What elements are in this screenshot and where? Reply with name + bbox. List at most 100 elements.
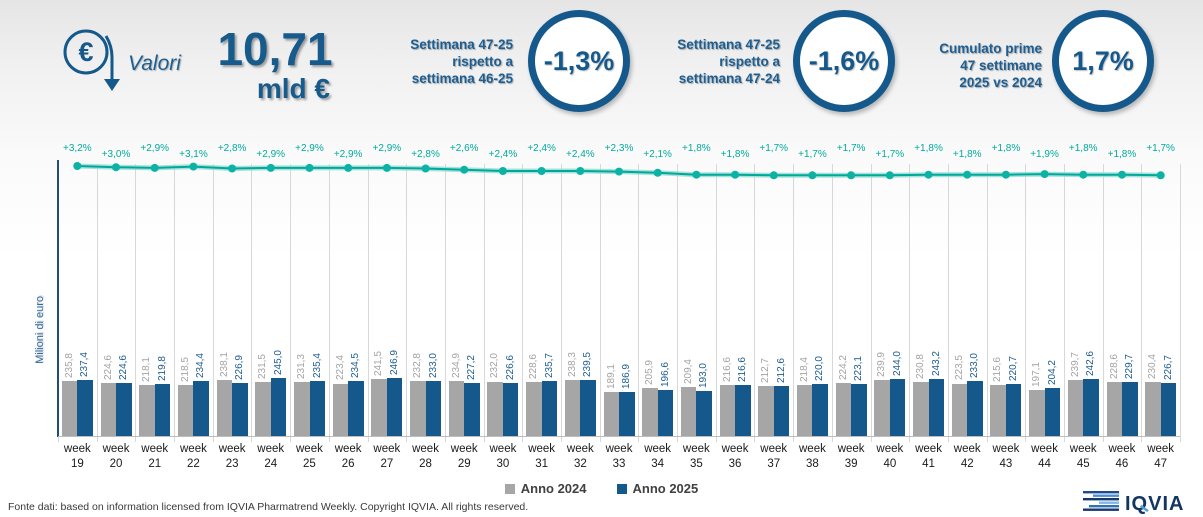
bar-value-anno-2024: 218,5 xyxy=(179,356,191,382)
gridline xyxy=(483,164,485,442)
line-marker xyxy=(692,170,701,179)
line-pct-label: +2,9% xyxy=(333,149,363,160)
y-axis-line xyxy=(57,160,59,437)
bar-value-anno-2024: 231,5 xyxy=(257,353,269,379)
gridline xyxy=(444,164,446,442)
bar-value-anno-2025: 226,6 xyxy=(504,354,516,380)
bar-value-anno-2024: 205,9 xyxy=(644,359,656,385)
bar-anno-2025 xyxy=(928,378,944,436)
x-axis-week-label: week 36 xyxy=(721,443,749,470)
bar-value-anno-2024: 238,1 xyxy=(218,351,230,377)
line-pct-label: +2,9% xyxy=(372,143,402,154)
bar-value-anno-2025: 226,7 xyxy=(1162,354,1174,380)
bar-anno-2024 xyxy=(1145,381,1161,436)
bar-value-anno-2024: 216,6 xyxy=(721,357,733,383)
bar-value-anno-2024: 228,6 xyxy=(1108,354,1120,380)
x-axis-week-label: week 35 xyxy=(682,443,710,470)
bar-anno-2025 xyxy=(657,389,674,436)
x-axis-week-label: week 20 xyxy=(102,443,130,470)
line-pct-label: +1,7% xyxy=(759,143,789,154)
line-pct-label: +1,8% xyxy=(682,143,711,154)
x-axis-week-label: week 42 xyxy=(953,443,981,470)
bar-anno-2024 xyxy=(796,384,813,436)
gridline xyxy=(251,164,253,442)
bar-anno-2024 xyxy=(990,385,1006,436)
line-pct-label: +1,8% xyxy=(720,149,750,160)
data-source-note: Fonte dati: based on information license… xyxy=(8,501,529,513)
gridline xyxy=(174,164,176,442)
line-marker xyxy=(344,163,353,172)
bar-anno-2024 xyxy=(1067,379,1084,436)
bar-anno-2024 xyxy=(564,380,581,436)
line-pct-label: +3,1% xyxy=(179,149,208,160)
x-axis-line xyxy=(58,436,1180,437)
bar-anno-2025 xyxy=(116,383,132,436)
line-pct-label: +2,9% xyxy=(256,149,286,160)
gridline xyxy=(793,164,795,442)
bar-anno-2024 xyxy=(680,386,697,436)
x-axis-week-label: week 24 xyxy=(257,443,285,470)
x-axis-week-label: week 29 xyxy=(450,443,478,470)
line-pct-label: +2,9% xyxy=(295,143,324,154)
x-axis-week-label: week 21 xyxy=(141,443,169,470)
line-pct-label: +1,8% xyxy=(991,143,1021,154)
x-axis-week-label: week 44 xyxy=(1031,443,1058,470)
line-pct-label: +2,9% xyxy=(140,143,170,154)
x-axis-week-label: week 39 xyxy=(837,443,865,470)
x-axis-week-label: week 26 xyxy=(334,443,362,470)
gridline xyxy=(947,164,949,442)
gridline xyxy=(754,164,756,442)
bar-anno-2024 xyxy=(294,381,310,436)
bar-anno-2025 xyxy=(967,381,983,436)
line-pct-label: +1,8% xyxy=(1107,149,1137,160)
bar-value-anno-2025: 227,2 xyxy=(466,354,478,380)
x-axis-week-label: week 38 xyxy=(799,443,826,470)
bar-anno-2025 xyxy=(735,385,751,436)
kpi-week-vs-last-year-label: Settimana 47-25 rispetto a settimana 47-… xyxy=(677,37,780,86)
bar-value-anno-2024: 230,4 xyxy=(1147,353,1159,379)
bar-value-anno-2024: 197,1 xyxy=(1031,361,1043,387)
bar-anno-2024 xyxy=(642,387,658,436)
bar-anno-2024 xyxy=(719,385,736,436)
kpi-week-vs-last-year-value: -1,6% xyxy=(793,10,895,112)
bar-value-anno-2024: 224,6 xyxy=(102,355,114,381)
line-pct-label: +1,7% xyxy=(836,143,866,154)
line-marker xyxy=(924,170,933,179)
gridline xyxy=(135,164,137,442)
gridline xyxy=(367,164,369,442)
line-marker xyxy=(382,163,391,172)
bar-value-anno-2025: 239,5 xyxy=(582,351,594,377)
gridline xyxy=(406,164,408,442)
gridline xyxy=(986,164,988,442)
x-axis-week-label: week 25 xyxy=(296,443,323,470)
bar-anno-2025 xyxy=(1160,382,1177,436)
bar-value-anno-2024: 224,2 xyxy=(837,355,849,381)
line-pct-label: +1,7% xyxy=(1146,143,1175,154)
bar-anno-2024 xyxy=(758,386,774,436)
line-marker xyxy=(73,162,82,170)
line-pct-label: +1,8% xyxy=(1068,143,1098,154)
bar-anno-2025 xyxy=(1005,384,1022,436)
gridline xyxy=(328,164,330,442)
bar-anno-2024 xyxy=(874,379,890,436)
x-axis-week-label: week 27 xyxy=(373,443,401,470)
bar-value-anno-2024: 230,8 xyxy=(915,353,926,379)
legend-label-anno-2024: Anno 2024 xyxy=(520,481,587,496)
bar-anno-2025 xyxy=(1122,382,1138,436)
bar-anno-2025 xyxy=(812,384,828,436)
gridline xyxy=(599,164,601,442)
gridline xyxy=(212,164,214,442)
gridline xyxy=(1102,164,1104,442)
bar-anno-2024 xyxy=(177,384,194,436)
bar-value-anno-2025: 220,0 xyxy=(814,356,826,382)
bar-value-anno-2025: 235,4 xyxy=(311,352,323,378)
bar-anno-2024 xyxy=(371,379,387,436)
bar-anno-2025 xyxy=(1044,388,1061,436)
bar-anno-2024 xyxy=(216,380,233,436)
line-marker xyxy=(847,171,856,180)
gridline xyxy=(870,164,872,442)
x-axis-week-label: week 46 xyxy=(1108,443,1136,470)
gridline xyxy=(638,164,640,442)
bar-value-anno-2025: 233,0 xyxy=(427,353,439,379)
x-axis-week-label: week 40 xyxy=(876,443,904,470)
